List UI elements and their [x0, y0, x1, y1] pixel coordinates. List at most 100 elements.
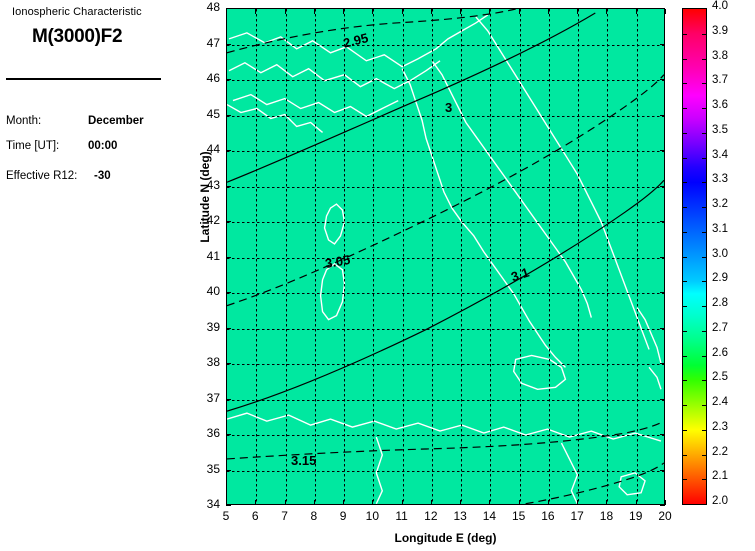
- x-tick-mark: [635, 500, 637, 505]
- y-tick-mark: [226, 363, 231, 364]
- month-value: December: [88, 115, 144, 127]
- x-tick-label: 9: [339, 509, 347, 523]
- x-tick-mark: [547, 500, 549, 505]
- x-tick-mark: [343, 500, 345, 505]
- x-tick-label: 11: [395, 509, 408, 523]
- time-label: Time [UT]:: [6, 140, 60, 152]
- y-tick-mark: [660, 363, 665, 364]
- colorbar-tick-mark: [682, 207, 687, 208]
- colorbar-tick-mark: [702, 479, 707, 481]
- x-tick-mark: [606, 500, 608, 505]
- y-tick-label: 43: [206, 177, 220, 192]
- colorbar-tick-label: 2.2: [712, 445, 728, 458]
- colorbar-tick-mark: [682, 330, 687, 332]
- y-tick-mark: [226, 505, 231, 506]
- y-tick-mark: [660, 256, 665, 258]
- x-tick-label: 5: [222, 509, 230, 523]
- colorbar-tick-mark: [702, 355, 707, 357]
- x-axis-label: Longitude E (deg): [394, 531, 497, 545]
- colorbar-tick-mark: [682, 157, 687, 159]
- x-tick-mark: [430, 9, 432, 14]
- y-tick-mark: [226, 79, 231, 80]
- x-tick-label: 8: [310, 509, 318, 523]
- x-tick-mark: [665, 9, 666, 14]
- x-tick-label: 19: [629, 509, 643, 523]
- y-tick-label: 38: [206, 355, 220, 369]
- x-tick-mark: [460, 9, 462, 14]
- y-tick-mark: [226, 327, 231, 329]
- colorbar-tick-mark: [682, 256, 687, 258]
- y-tick-mark: [660, 434, 665, 435]
- colorbar-tick-label: 2.9: [712, 272, 728, 285]
- y-tick-mark: [226, 256, 231, 258]
- colorbar-tick-mark: [682, 108, 687, 109]
- y-axis-label: Latitude N (deg): [198, 151, 212, 243]
- month-label: Month:: [6, 115, 42, 127]
- colorbar-tick-mark: [702, 58, 707, 60]
- colorbar-tick-label: 3.1: [712, 222, 728, 235]
- y-tick-mark: [226, 114, 231, 116]
- colorbar-tick-mark: [702, 380, 707, 382]
- y-tick-mark: [226, 150, 231, 151]
- colorbar-tick-label: 2.0: [712, 495, 728, 507]
- x-tick-mark: [430, 500, 432, 505]
- colorbar-tick-label: 3.8: [712, 49, 728, 62]
- x-tick-mark: [313, 9, 315, 14]
- info-panel: Ionospheric Characteristic M(3000)F2 Mon…: [0, 0, 200, 551]
- colorbar-tick-label: 2.1: [712, 470, 728, 483]
- x-tick-label: 6: [251, 509, 259, 523]
- y-tick-label: 34: [206, 497, 220, 511]
- x-tick-label: 7: [281, 509, 288, 523]
- y-tick-mark: [226, 469, 231, 471]
- colorbar-tick-label: 3.2: [712, 198, 728, 210]
- y-tick-mark: [660, 150, 665, 151]
- x-tick-label: 13: [453, 509, 467, 523]
- y-tick-mark: [660, 398, 665, 400]
- colorbar-tick-mark: [702, 231, 707, 233]
- x-tick-mark: [635, 9, 637, 14]
- colorbar-tick-mark: [702, 330, 707, 332]
- y-tick-label: 46: [206, 71, 220, 85]
- colorbar-tick-label: 3.3: [712, 173, 728, 186]
- y-tick-label: 37: [206, 390, 220, 405]
- colorbar-tick-mark: [682, 33, 687, 35]
- colorbar-tick-label: 3.6: [712, 99, 728, 111]
- colorbar-tick-mark: [682, 182, 687, 184]
- y-tick-mark: [660, 114, 665, 116]
- x-tick-label: 20: [658, 509, 672, 523]
- x-tick-mark: [401, 500, 403, 505]
- colorbar-tick-mark: [682, 281, 687, 283]
- colorbar: M(3000)F2 4.03.93.83.73.63.53.43.33.23.1…: [682, 0, 755, 507]
- x-tick-label: 12: [424, 509, 438, 523]
- chart-subtitle: Ionospheric Characteristic: [12, 6, 142, 18]
- colorbar-tick-mark: [682, 58, 687, 60]
- x-tick-mark: [401, 9, 403, 14]
- y-tick-mark: [226, 8, 231, 9]
- x-tick-label: 14: [482, 509, 497, 523]
- x-tick-mark: [547, 9, 549, 14]
- chart-title: M(3000)F2: [32, 26, 123, 47]
- colorbar-tick-label: 4.0: [712, 0, 728, 12]
- plot-area: 2.95 3 3.05 3.1 3.15: [226, 8, 665, 505]
- y-tick-mark: [226, 221, 231, 222]
- x-tick-mark: [665, 500, 666, 505]
- x-tick-mark: [255, 500, 257, 505]
- x-tick-mark: [284, 500, 286, 505]
- x-tick-label: 16: [541, 509, 555, 523]
- y-tick-mark: [660, 292, 665, 293]
- x-tick-mark: [226, 500, 227, 505]
- y-tick-label: 44: [206, 142, 220, 156]
- y-tick-mark: [660, 469, 665, 471]
- y-tick-label: 48: [206, 0, 220, 14]
- x-tick-mark: [255, 9, 257, 14]
- y-tick-mark: [660, 8, 665, 9]
- colorbar-tick-label: 2.4: [712, 396, 728, 408]
- y-tick-mark: [660, 505, 665, 506]
- y-tick-label: 42: [206, 213, 220, 227]
- colorbar-tick-mark: [702, 281, 707, 283]
- x-tick-mark: [489, 500, 491, 505]
- y-axis: 48 47 46 45 44 43 42 41 40 39 38 37 36 35 34: [188, 0, 220, 551]
- y-tick-mark: [660, 43, 665, 45]
- colorbar-tick-mark: [702, 33, 707, 35]
- contour-label-315: 3.15: [291, 453, 317, 468]
